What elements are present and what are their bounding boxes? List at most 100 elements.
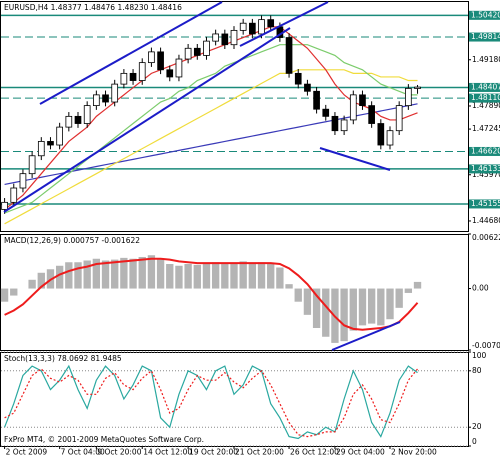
histogram-bar <box>294 288 302 302</box>
candle-body <box>414 86 421 89</box>
histogram-bar <box>404 288 413 293</box>
level-label-box <box>469 199 500 209</box>
level-label: 1.46133 <box>471 164 500 173</box>
x-tick-label: 14 Oct 12:00 <box>143 448 192 457</box>
indicator-line <box>4 69 418 225</box>
candle-body <box>83 105 91 124</box>
histogram-bar <box>285 284 293 289</box>
y-tick-label: 80 <box>472 366 482 375</box>
candle-body <box>395 105 403 132</box>
histogram-bar <box>74 262 82 289</box>
copyright: FxPro MT4, © 2001-2009 MetaQuotes Softwa… <box>4 435 204 444</box>
level-label-box <box>469 164 500 174</box>
y-tick-label: 0 <box>472 437 477 446</box>
candle-body <box>359 94 366 107</box>
candle-body <box>322 108 330 117</box>
candle-body <box>56 126 63 146</box>
level-label-box <box>469 10 500 20</box>
candle-body <box>148 51 155 64</box>
y-tick-label: 1.45970 <box>472 170 500 179</box>
candle-body <box>249 22 256 35</box>
candle-body <box>258 19 265 35</box>
candle-body <box>386 130 394 146</box>
candle-body <box>267 19 275 28</box>
level-label-box <box>469 93 500 103</box>
candle-body <box>203 40 210 56</box>
y-tick-label: 1.47245 <box>472 124 500 133</box>
candle-body <box>230 29 238 46</box>
y-tick-label: 0.006223 <box>472 233 500 242</box>
x-tick-label: 2 Oct 2009 <box>6 448 48 457</box>
level-label: 1.46620 <box>471 146 500 155</box>
histogram-bar <box>322 288 330 337</box>
panel-title: MACD(12,26,9) 0.000757 -0.001622 <box>4 236 140 245</box>
histogram-bar <box>156 258 165 289</box>
channel-lower <box>3 27 291 213</box>
channel-upper-2 <box>239 1 329 47</box>
histogram-bar <box>138 256 146 289</box>
histogram-bar <box>349 288 357 331</box>
candle-body <box>368 105 375 124</box>
level-label: 1.49814 <box>471 32 500 41</box>
histogram-bar <box>395 288 403 308</box>
level-label: 1.48110 <box>471 93 500 102</box>
level-label: 1.50420 <box>471 10 500 19</box>
candle-body <box>377 123 385 146</box>
histogram-bar <box>303 288 312 315</box>
histogram-bar <box>248 263 257 289</box>
indicator-line <box>4 26 418 210</box>
histogram-bar <box>267 263 275 289</box>
x-tick-label: 2 Nov 20:00 <box>391 448 437 457</box>
histogram-bar <box>129 258 137 289</box>
candle-body <box>138 62 146 81</box>
panel-frame <box>0 234 469 351</box>
histogram-bar <box>358 288 367 326</box>
histogram-bar <box>257 262 266 289</box>
candle-body <box>193 47 201 56</box>
panels <box>0 1 471 449</box>
histogram-bar <box>0 288 9 302</box>
candle-body <box>239 22 247 31</box>
level-label-box <box>469 32 500 42</box>
marks <box>0 15 422 440</box>
histogram-bar <box>37 272 45 289</box>
histogram-bar <box>221 264 229 289</box>
y-tick-label: -0.00701 <box>472 341 500 350</box>
histogram-bar <box>312 288 321 328</box>
histogram-bar <box>92 258 101 289</box>
labels: EURUSD,H4 1.48377 1.48476 1.48230 1.4841… <box>4 3 500 457</box>
panel-title: Stoch(13,3,3) 78.0692 81.9485 <box>4 354 122 363</box>
y-tick-label: 20 <box>472 422 482 431</box>
histogram-bar <box>166 264 174 289</box>
candle-body <box>102 94 109 103</box>
candle-body <box>304 83 311 92</box>
x-tick-label: 9 Oct 20:00 <box>97 448 141 457</box>
indicator-line <box>4 103 418 186</box>
histogram-bar <box>340 288 348 342</box>
indicator-line <box>4 257 419 331</box>
candle-body <box>175 58 183 78</box>
candle-body <box>405 88 412 107</box>
candle-body <box>294 72 302 85</box>
divergence-price <box>319 147 391 171</box>
y-tick-label: 1.47890 <box>472 101 500 110</box>
histogram-bar <box>101 260 110 289</box>
histogram-bar <box>377 288 385 326</box>
histogram-bar <box>230 263 238 289</box>
candle-body <box>28 155 36 175</box>
candle-body <box>340 119 348 132</box>
trend-lines <box>3 1 401 351</box>
candle-body <box>331 115 339 132</box>
histogram-bar <box>111 259 119 289</box>
candle-body <box>221 33 229 46</box>
y-tick-label: 1.49180 <box>472 55 500 64</box>
candle-body <box>313 90 320 110</box>
panel-frame <box>0 1 469 232</box>
histogram-bar <box>276 267 284 289</box>
candle-body <box>19 173 27 189</box>
candle-body <box>65 115 73 128</box>
histogram-bar <box>28 279 36 289</box>
histogram-bar <box>55 265 64 289</box>
